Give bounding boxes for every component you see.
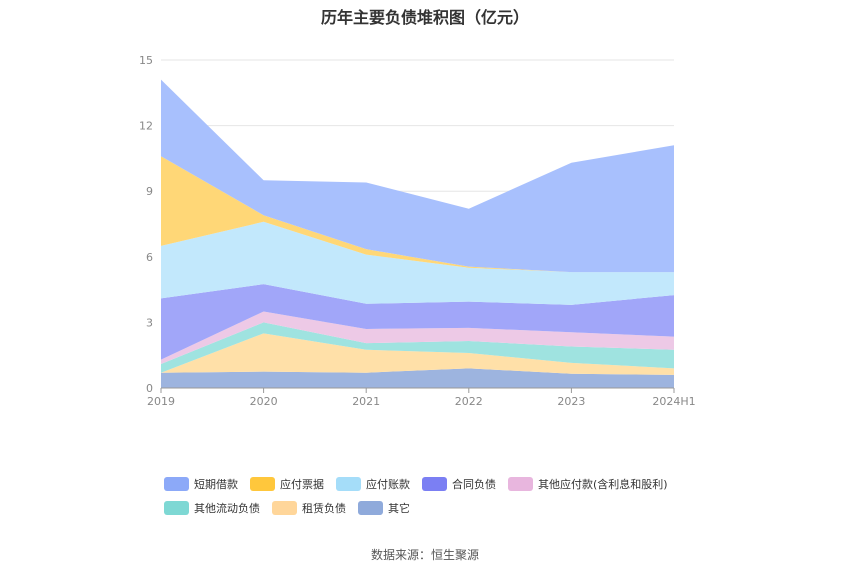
legend-item[interactable]: 其它: [358, 500, 410, 516]
legend-label: 租赁负债: [302, 502, 346, 515]
legend-swatch: [272, 501, 297, 515]
legend-swatch: [422, 477, 447, 491]
legend-item[interactable]: 其他应付款(含利息和股利): [508, 476, 668, 492]
legend-swatch: [508, 477, 533, 491]
x-tick-label: 2024H1: [652, 395, 695, 408]
legend-label: 其他流动负债: [194, 502, 260, 515]
area-其它: [161, 368, 674, 388]
stacked-area-chart: 0 3 6 9 12 15 2019 2020 2021 2022 2023 2024H1: [139, 54, 696, 408]
area-其他流动负债: [161, 322, 674, 373]
y-tick-label: 6: [146, 251, 153, 264]
y-tick-label: 9: [146, 185, 153, 198]
x-tick-label: 2022: [455, 395, 483, 408]
legend-label: 合同负债: [452, 478, 496, 491]
legend-label: 应付账款: [366, 478, 410, 491]
legend-swatch: [164, 501, 189, 515]
area-其他应付款(含利息和股利): [161, 311, 674, 364]
legend-label: 其它: [388, 502, 410, 515]
y-tick-label: 12: [139, 120, 153, 133]
data-source: 数据来源：恒生聚源: [370, 548, 479, 562]
legend-label: 应付票据: [280, 478, 324, 491]
area-短期借款: [161, 79, 674, 273]
area-应付账款: [161, 221, 674, 305]
legend-item[interactable]: 租赁负债: [272, 500, 346, 516]
y-tick-label: 0: [146, 382, 153, 395]
legend-swatch: [250, 477, 275, 491]
y-tick-label: 15: [139, 54, 153, 67]
x-tick-label: 2023: [557, 395, 585, 408]
area-合同负债: [161, 284, 674, 360]
x-tick-label: 2021: [352, 395, 380, 408]
legend-item[interactable]: 短期借款: [164, 476, 238, 492]
axes: 0 3 6 9 12 15 2019 2020 2021 2022 2023 2024H1: [139, 54, 696, 408]
legend-item[interactable]: 应付票据: [250, 476, 324, 492]
y-tick-label: 3: [146, 316, 153, 329]
legend-row-2: 其他流动负债 租赁负债 其它: [164, 496, 724, 520]
area-series: [161, 79, 674, 388]
x-tick-label: 2020: [250, 395, 278, 408]
legend-label: 短期借款: [194, 478, 238, 491]
legend-row-1: 短期借款 应付票据 应付账款 合同负债 其他应付款(含利息和股利): [164, 472, 724, 496]
legend-swatch: [336, 477, 361, 491]
legend-item[interactable]: 应付账款: [336, 476, 410, 492]
legend-item[interactable]: 合同负债: [422, 476, 496, 492]
legend-swatch: [164, 477, 189, 491]
x-tick-label: 2019: [147, 395, 175, 408]
area-租赁负债: [161, 333, 674, 375]
legend-item[interactable]: 其他流动负债: [164, 500, 260, 516]
chart-title: 历年主要负债堆积图（亿元）: [320, 8, 529, 27]
legend: 短期借款 应付票据 应付账款 合同负债 其他应付款(含利息和股利) 其他流动负债 租赁负债…: [164, 472, 724, 520]
legend-label: 其他应付款(含利息和股利): [538, 478, 668, 491]
legend-swatch: [358, 501, 383, 515]
